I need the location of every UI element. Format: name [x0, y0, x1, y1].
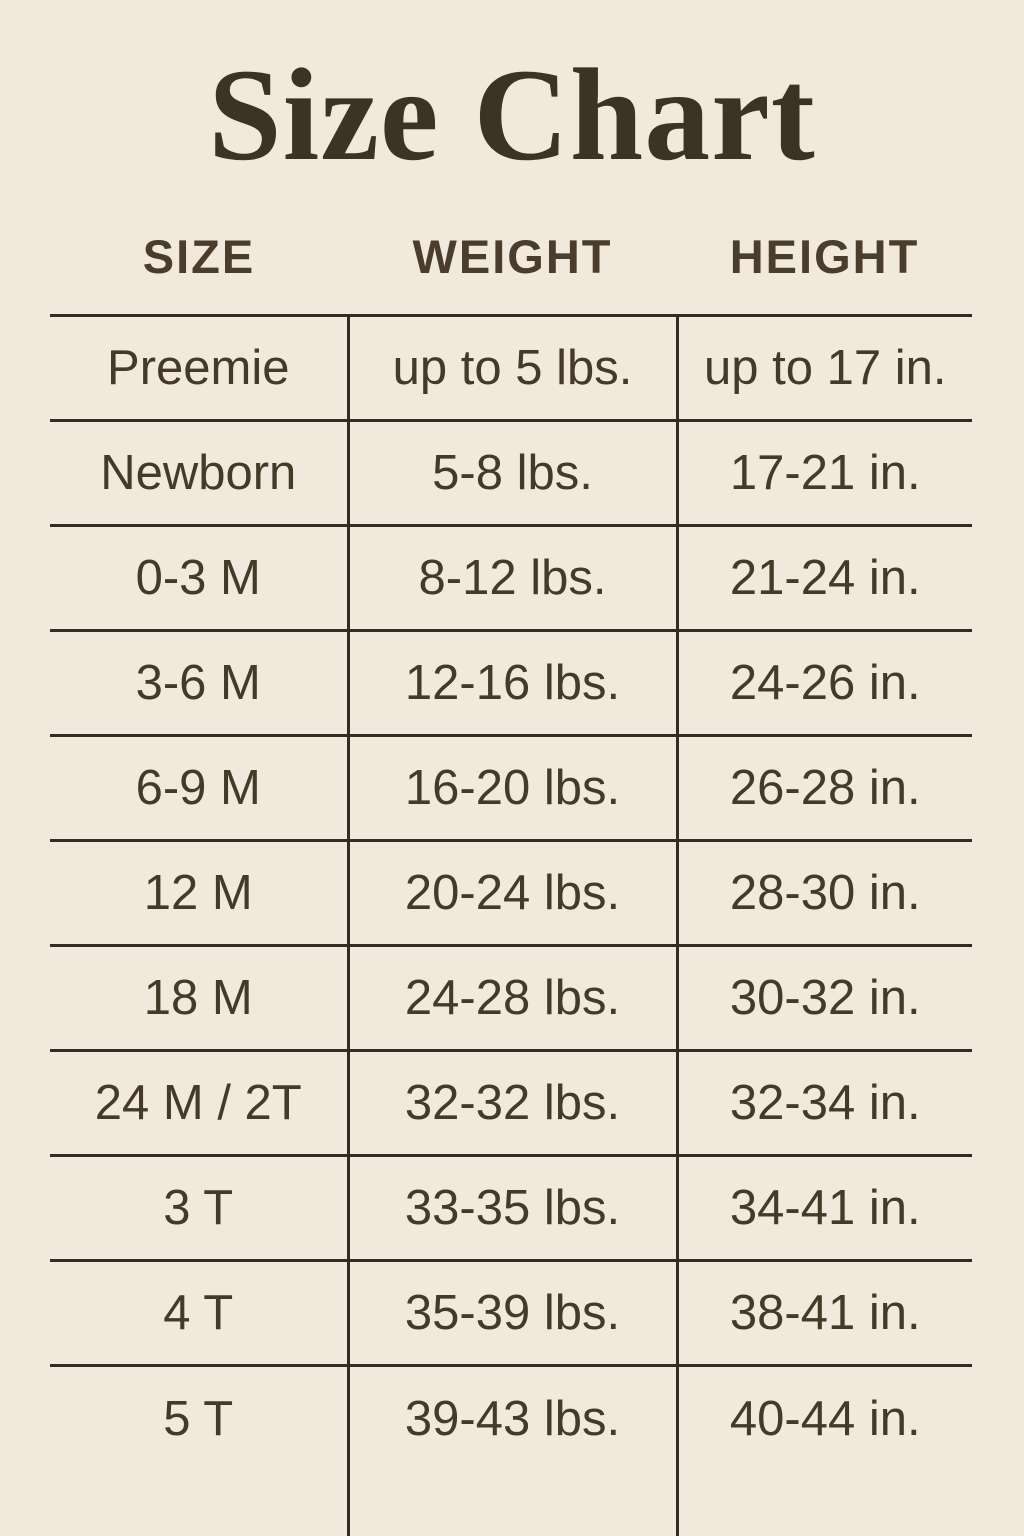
size-table-header: SIZE WEIGHT HEIGHT [50, 187, 972, 316]
size-cell: 0-3 M [50, 524, 348, 631]
table-row: 5 T 39-43 lbs. 40-44 in. [50, 1364, 972, 1536]
size-cell: 3 T [50, 1154, 348, 1261]
weight-cell: 16-20 lbs. [346, 734, 677, 841]
weight-cell: up to 5 lbs. [346, 314, 677, 421]
size-cell: 12 M [50, 839, 348, 946]
weight-cell: 5-8 lbs. [346, 419, 677, 526]
size-cell: 3-6 M [50, 629, 348, 736]
table-row: 18 M 24-28 lbs. 30-32 in. [50, 944, 972, 1051]
size-table: SIZE WEIGHT HEIGHT Preemie up to 5 lbs. … [50, 187, 972, 1536]
table-row: 6-9 M 16-20 lbs. 26-28 in. [50, 734, 972, 841]
page-title: Size Chart [208, 41, 816, 188]
height-cell: 24-26 in. [675, 629, 972, 736]
weight-cell: 20-24 lbs. [346, 839, 677, 946]
column-header-size: SIZE [142, 230, 256, 284]
height-cell: 17-21 in. [675, 419, 972, 526]
size-cell: 4 T [50, 1259, 348, 1366]
height-cell: 34-41 in. [675, 1154, 972, 1261]
height-cell: 21-24 in. [675, 524, 972, 631]
header-row: SIZE WEIGHT HEIGHT [50, 187, 972, 316]
table-row: 3 T 33-35 lbs. 34-41 in. [50, 1154, 972, 1261]
height-cell: 32-34 in. [675, 1049, 972, 1156]
size-cell: 5 T [50, 1364, 348, 1536]
column-header-weight: WEIGHT [412, 230, 613, 284]
table-row: Preemie up to 5 lbs. up to 17 in. [50, 314, 972, 421]
weight-cell: 39-43 lbs. [346, 1364, 677, 1536]
height-cell: up to 17 in. [675, 314, 972, 421]
table-row: 0-3 M 8-12 lbs. 21-24 in. [50, 524, 972, 631]
size-cell: 18 M [50, 944, 348, 1051]
table-row: 4 T 35-39 lbs. 38-41 in. [50, 1259, 972, 1366]
weight-cell: 12-16 lbs. [346, 629, 677, 736]
weight-cell: 33-35 lbs. [346, 1154, 677, 1261]
height-cell: 38-41 in. [675, 1259, 972, 1366]
column-header-height: HEIGHT [729, 230, 920, 284]
table-row: 3-6 M 12-16 lbs. 24-26 in. [50, 629, 972, 736]
table-row: 12 M 20-24 lbs. 28-30 in. [50, 839, 972, 946]
height-cell: 28-30 in. [675, 839, 972, 946]
weight-cell: 24-28 lbs. [346, 944, 677, 1051]
table-row: Newborn 5-8 lbs. 17-21 in. [50, 419, 972, 526]
size-cell: Preemie [50, 314, 348, 421]
size-cell: 6-9 M [50, 734, 348, 841]
weight-cell: 35-39 lbs. [346, 1259, 677, 1366]
height-cell: 26-28 in. [675, 734, 972, 841]
size-table-body: Preemie up to 5 lbs. up to 17 in. Newbor… [50, 314, 972, 1536]
weight-cell: 32-32 lbs. [346, 1049, 677, 1156]
size-cell: Newborn [50, 419, 348, 526]
weight-cell: 8-12 lbs. [346, 524, 677, 631]
height-cell: 40-44 in. [675, 1364, 972, 1536]
size-cell: 24 M / 2T [50, 1049, 348, 1156]
table-row: 24 M / 2T 32-32 lbs. 32-34 in. [50, 1049, 972, 1156]
height-cell: 30-32 in. [675, 944, 972, 1051]
